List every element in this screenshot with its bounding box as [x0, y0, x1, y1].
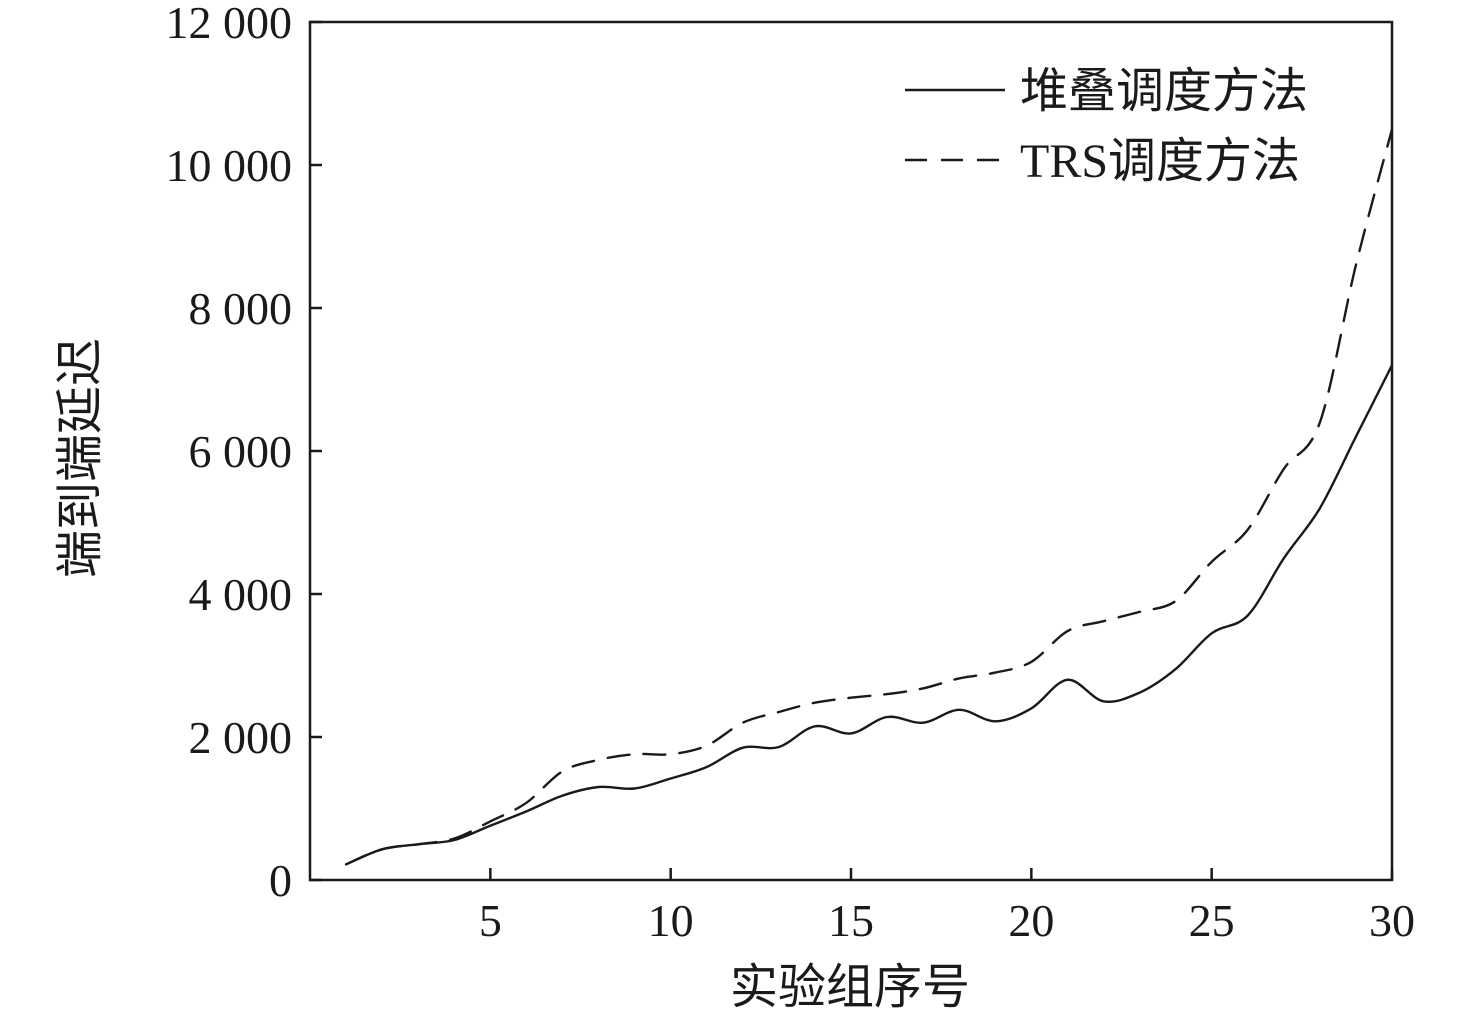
series-line-1 — [344, 364, 1394, 866]
x-axis-ticks: 5 10 15 20 25 30 — [479, 868, 1415, 946]
y-axis-ticks: 0 2 000 4 000 6 000 8 000 10 000 12 000 — [166, 0, 322, 906]
x-tick-label: 5 — [479, 895, 502, 946]
x-axis-title: 实验组序号 — [730, 961, 970, 1014]
x-tick-label: 20 — [1008, 895, 1054, 946]
y-axis-title: 端到端延迟 — [54, 338, 107, 578]
series-line-2 — [344, 128, 1394, 866]
x-tick-label: 30 — [1369, 895, 1415, 946]
y-tick-label: 2 000 — [189, 712, 293, 763]
x-tick-label: 15 — [828, 895, 874, 946]
legend: 堆叠调度方法 TRS调度方法 — [905, 65, 1308, 188]
legend-label-2: TRS调度方法 — [1020, 135, 1300, 188]
legend-label-1: 堆叠调度方法 — [1020, 65, 1308, 118]
x-tick-label: 10 — [648, 895, 694, 946]
x-tick-label: 25 — [1189, 895, 1235, 946]
y-tick-label: 4 000 — [189, 569, 293, 620]
series-layer — [344, 128, 1394, 866]
y-tick-label: 10 000 — [166, 140, 293, 191]
y-tick-label: 12 000 — [166, 0, 293, 48]
y-tick-label: 0 — [269, 855, 292, 906]
y-tick-label: 6 000 — [189, 426, 293, 477]
y-tick-label: 8 000 — [189, 283, 293, 334]
